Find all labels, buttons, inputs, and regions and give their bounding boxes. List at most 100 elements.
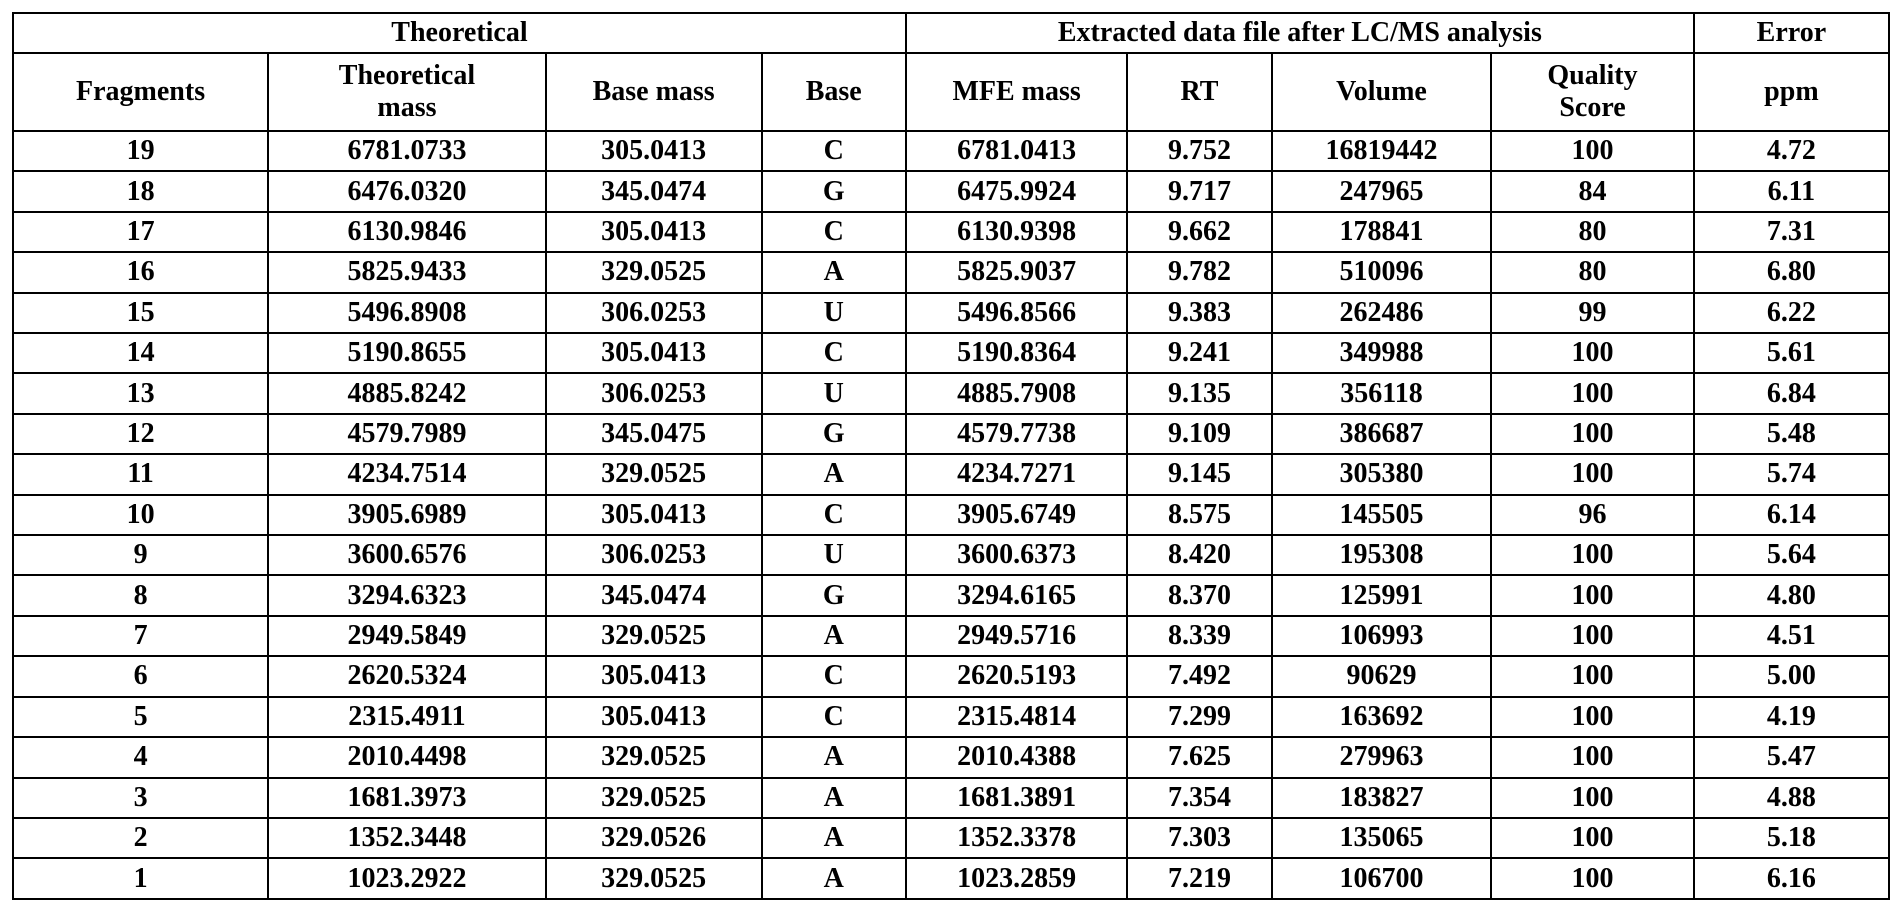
cell-volume: 510096 (1270, 251, 1493, 294)
cell-rt: 9.109 (1126, 412, 1273, 456)
cell-rt: 9.717 (1126, 170, 1273, 213)
cell-ppm: 6.14 (1692, 493, 1891, 537)
cell-ppm: 5.48 (1692, 412, 1891, 456)
cell-volume: 178841 (1270, 210, 1493, 254)
cell-mfe-mass: 5496.8566 (904, 291, 1129, 335)
column-header-theoretical-mass-line1: Theoretical (338, 60, 476, 91)
table-row: 17 6130.9846 305.0413 C 6130.9398 9.662 178841… (11, 210, 1891, 254)
cell-volume: 135065 (1270, 816, 1493, 860)
table-row: 4 2010.4498 329.0525 A 2010.4388 7.625 279963 1… (11, 736, 1891, 779)
cell-base-mass: 329.0525 (544, 857, 763, 900)
cell-theoretical-mass: 4234.7514 (267, 453, 547, 496)
cell-base-mass: 305.0413 (544, 210, 763, 254)
cell-ppm: 4.88 (1692, 776, 1891, 819)
cell-volume: 16819442 (1270, 129, 1493, 173)
cell-quality-score: 100 (1490, 534, 1695, 577)
cell-rt: 9.662 (1126, 210, 1273, 254)
cell-theoretical-mass: 2315.4911 (267, 695, 547, 739)
cell-theoretical-mass: 2620.5324 (267, 655, 547, 698)
cell-mfe-mass: 1023.2859 (904, 857, 1129, 900)
cell-theoretical-mass: 1352.3448 (267, 816, 547, 860)
cell-base-mass: 305.0413 (544, 129, 763, 173)
column-header-volume: Volume (1270, 52, 1493, 132)
cell-theoretical-mass: 2010.4498 (267, 736, 547, 779)
cell-base-mass: 306.0253 (544, 291, 763, 335)
cell-rt: 7.299 (1126, 695, 1273, 739)
cell-ppm: 5.47 (1692, 736, 1891, 779)
cell-base-mass: 329.0525 (544, 453, 763, 496)
table-row: 13 4885.8242 306.0253 U 4885.7908 9.135 356118… (11, 372, 1891, 415)
cell-rt: 7.492 (1126, 655, 1273, 698)
cell-fragment: 2 (11, 816, 270, 860)
table-row: 3 1681.3973 329.0525 A 1681.3891 7.354 183827 1… (11, 776, 1891, 819)
cell-base-mass: 306.0253 (544, 372, 763, 415)
cell-theoretical-mass: 3294.6323 (267, 574, 547, 617)
column-header-quality-score: Quality Score (1490, 52, 1695, 132)
cell-volume: 183827 (1270, 776, 1493, 819)
cell-quality-score: 100 (1490, 857, 1695, 900)
cell-ppm: 6.84 (1692, 372, 1891, 415)
table-row: 12 4579.7989 345.0475 G 4579.7738 9.109 386687… (11, 412, 1891, 456)
cell-mfe-mass: 4885.7908 (904, 372, 1129, 415)
cell-mfe-mass: 2010.4388 (904, 736, 1129, 779)
cell-theoretical-mass: 2949.5849 (267, 614, 547, 658)
table-row: 7 2949.5849 329.0525 A 2949.5716 8.339 106993 1… (11, 614, 1891, 658)
table-row: 18 6476.0320 345.0474 G 6475.9924 9.717 247965… (11, 170, 1891, 213)
table-row: 15 5496.8908 306.0253 U 5496.8566 9.383 262486… (11, 291, 1891, 335)
cell-quality-score: 80 (1490, 251, 1695, 294)
cell-mfe-mass: 4579.7738 (904, 412, 1129, 456)
cell-fragment: 3 (11, 776, 270, 819)
cell-base: C (760, 332, 907, 375)
cell-theoretical-mass: 1023.2922 (267, 857, 547, 900)
cell-base: A (760, 614, 907, 658)
cell-quality-score: 100 (1490, 453, 1695, 496)
cell-volume: 125991 (1270, 574, 1493, 617)
cell-fragment: 5 (11, 695, 270, 739)
data-table: Theoretical Extracted data file after LC… (11, 12, 1891, 900)
group-header-extracted: Extracted data file after LC/MS analysis (904, 12, 1695, 54)
cell-rt: 9.145 (1126, 453, 1273, 496)
group-header-row: Theoretical Extracted data file after LC… (12, 12, 1891, 54)
cell-base: G (760, 574, 907, 617)
cell-base: C (760, 695, 907, 739)
column-header-fragments: Fragments (11, 52, 270, 132)
cell-base-mass: 305.0413 (544, 332, 763, 375)
cell-quality-score: 99 (1490, 291, 1695, 335)
group-header-theoretical: Theoretical (12, 12, 907, 54)
cell-base-mass: 305.0413 (544, 655, 763, 698)
cell-volume: 247965 (1270, 170, 1493, 213)
cell-base: G (760, 170, 907, 213)
table-row: 6 2620.5324 305.0413 C 2620.5193 7.492 90629 10… (11, 655, 1891, 698)
cell-quality-score: 80 (1490, 210, 1695, 254)
cell-volume: 262486 (1270, 291, 1493, 335)
column-header-base: Base (760, 52, 907, 132)
cell-volume: 356118 (1270, 372, 1493, 415)
cell-base: A (760, 776, 907, 819)
cell-fragment: 11 (11, 453, 270, 496)
cell-fragment: 12 (11, 412, 270, 456)
cell-volume: 106700 (1270, 857, 1493, 900)
cell-mfe-mass: 6475.9924 (904, 170, 1129, 213)
cell-base-mass: 345.0475 (544, 412, 763, 456)
cell-theoretical-mass: 6130.9846 (267, 210, 547, 254)
cell-quality-score: 100 (1490, 816, 1695, 860)
cell-volume: 386687 (1270, 412, 1493, 456)
cell-base: U (760, 291, 907, 335)
cell-mfe-mass: 5190.8364 (904, 332, 1129, 375)
cell-base-mass: 345.0474 (544, 574, 763, 617)
cell-quality-score: 100 (1490, 332, 1695, 375)
table-row: 8 3294.6323 345.0474 G 3294.6165 8.370 125991 1… (11, 574, 1891, 617)
cell-base-mass: 329.0525 (544, 614, 763, 658)
cell-base-mass: 329.0525 (544, 776, 763, 819)
cell-ppm: 4.51 (1692, 614, 1891, 658)
cell-base: C (760, 655, 907, 698)
cell-fragment: 6 (11, 655, 270, 698)
column-header-quality-score-line2: Score (1559, 92, 1626, 123)
cell-base-mass: 329.0526 (544, 816, 763, 860)
cell-theoretical-mass: 5825.9433 (267, 251, 547, 294)
cell-base-mass: 345.0474 (544, 170, 763, 213)
cell-fragment: 7 (11, 614, 270, 658)
cell-base: C (760, 493, 907, 537)
cell-theoretical-mass: 5190.8655 (267, 332, 547, 375)
cell-base-mass: 305.0413 (544, 493, 763, 537)
